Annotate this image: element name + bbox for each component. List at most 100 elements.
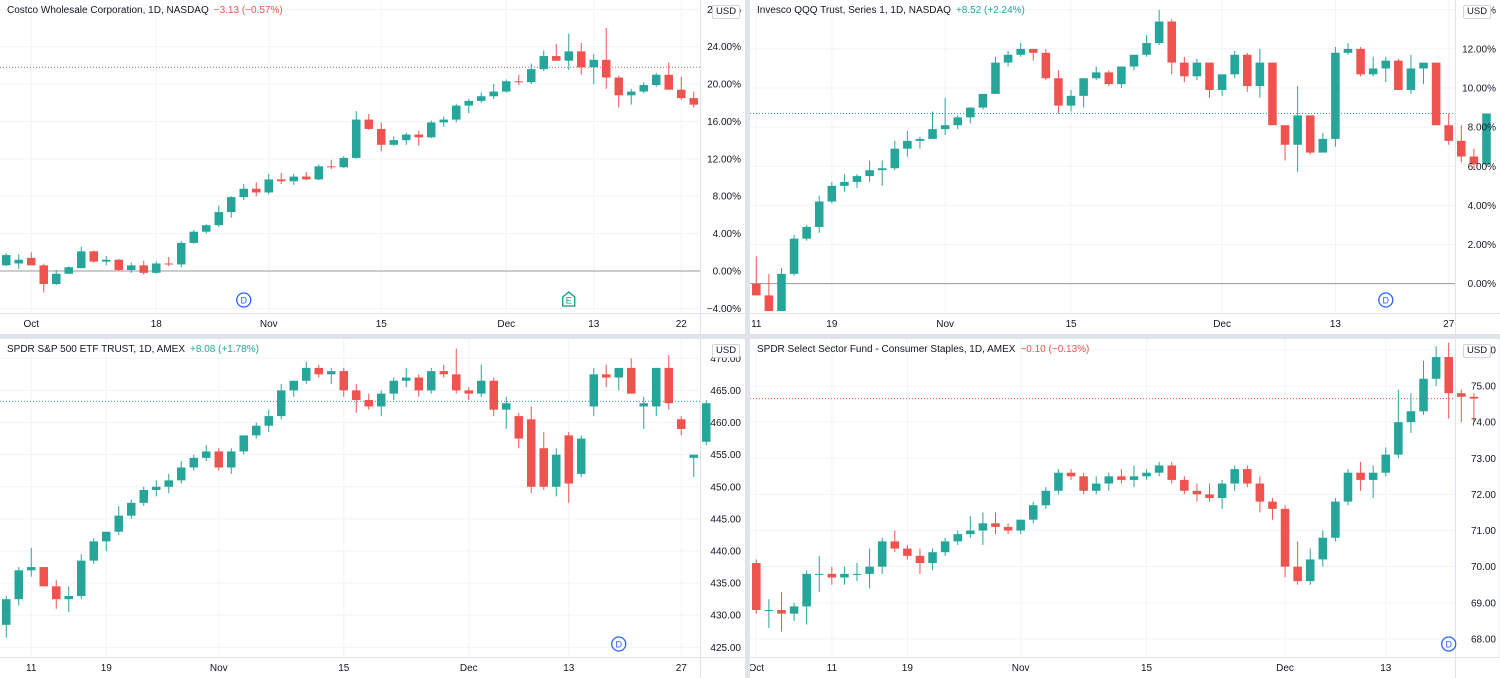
candle-body xyxy=(1192,62,1202,77)
candle-body xyxy=(814,573,824,575)
candle xyxy=(1356,461,1365,491)
candle xyxy=(1318,530,1328,567)
candle-body xyxy=(802,573,811,607)
candle-body xyxy=(1381,454,1391,473)
candle xyxy=(89,250,98,263)
event-label: D xyxy=(241,296,248,306)
candle-body xyxy=(991,523,1000,527)
currency-badge[interactable]: USD xyxy=(712,344,741,358)
candle-body xyxy=(1079,476,1088,491)
candle-body xyxy=(1091,72,1101,79)
candle xyxy=(752,559,761,614)
candle-body xyxy=(1331,52,1340,139)
candle xyxy=(139,260,148,275)
candle xyxy=(777,268,786,312)
candle xyxy=(1217,74,1227,96)
candlestick-chart[interactable]: 0.00%2.00%4.00%6.00%8.00%10.00%12.00%14.… xyxy=(750,0,1500,334)
candle-body xyxy=(127,265,136,271)
currency-badge[interactable]: USD xyxy=(1463,344,1492,358)
candle-body xyxy=(903,140,912,149)
y-tick-label: 71.00 xyxy=(1471,526,1496,537)
candle xyxy=(789,602,799,621)
candle xyxy=(302,171,311,181)
candle xyxy=(164,256,173,267)
candle-body xyxy=(214,451,223,468)
candle xyxy=(352,383,361,413)
candle-body xyxy=(1394,60,1403,90)
candle-body xyxy=(514,81,523,83)
y-tick-label: 6.00% xyxy=(1468,162,1496,173)
candle xyxy=(1016,519,1025,535)
x-tick-label: Nov xyxy=(1012,663,1030,674)
candle-body xyxy=(489,91,498,97)
candle xyxy=(852,563,862,582)
chart-pane-qqq[interactable]: Invesco QQQ Trust, Series 1, 1D, NASDAQ +… xyxy=(750,0,1500,334)
dividend-shape xyxy=(611,636,627,652)
candlestick-chart[interactable]: −4.00% 0.00% 4.00% 8.00% 12.00% 16.00% 20.00% 2… xyxy=(0,0,745,334)
candle-body xyxy=(389,380,398,394)
candle-body xyxy=(252,425,261,436)
chart-pane-xlp[interactable]: SPDR Select Sector Fund - Consumer Stapl… xyxy=(750,339,1500,678)
candle-body xyxy=(1154,465,1164,473)
candle xyxy=(102,531,111,551)
candle-body xyxy=(27,567,36,571)
candle-body xyxy=(1280,125,1290,145)
candle-body xyxy=(1028,48,1038,53)
candle xyxy=(77,246,86,269)
candle xyxy=(477,92,486,103)
chart-pane-spy[interactable]: SPDR S&P 500 ETF TRUST, 1D, AMEX +8.08 (+… xyxy=(0,339,745,678)
candle-body xyxy=(239,435,248,452)
candle-body xyxy=(1356,472,1365,480)
candle xyxy=(1331,46,1340,147)
candle xyxy=(1129,465,1139,488)
candle-body xyxy=(252,188,261,193)
candle xyxy=(489,377,498,417)
candle-body xyxy=(89,541,98,561)
candlestick-chart[interactable]: 68.00 69.00 70.00 71.00 72.00 73.00 74.00 75.00… xyxy=(750,339,1500,678)
candle xyxy=(552,448,561,497)
candle-body xyxy=(227,451,236,468)
candle xyxy=(1117,66,1126,89)
candle xyxy=(1154,9,1164,45)
candle-body xyxy=(840,181,849,186)
candle xyxy=(164,473,173,494)
candle-body xyxy=(1129,54,1139,67)
dividend-shape xyxy=(1441,636,1457,652)
candle xyxy=(64,266,73,274)
candle xyxy=(1003,50,1013,67)
candle xyxy=(377,390,386,417)
candle-body xyxy=(1343,48,1353,53)
candle-body xyxy=(1104,476,1114,484)
chart-pane-costco[interactable]: Costco Wholesale Corporation, 1D, NASDAQ… xyxy=(0,0,745,334)
candle xyxy=(1381,447,1391,477)
dividend-shape xyxy=(236,292,252,308)
candle xyxy=(1293,86,1302,173)
candlestick-chart[interactable]: 425.00 430.00 435.00 440.00 445.00 450.00 455.… xyxy=(0,339,745,678)
candle xyxy=(464,387,473,401)
candle xyxy=(1268,498,1277,520)
candle-body xyxy=(1293,115,1302,145)
candle-body xyxy=(389,140,398,145)
candle xyxy=(477,364,486,397)
candle xyxy=(966,516,975,538)
currency-badge[interactable]: USD xyxy=(1463,5,1492,19)
x-tick-label: 15 xyxy=(1141,663,1153,674)
candle-body xyxy=(1054,472,1063,491)
candle-body xyxy=(239,188,248,198)
candle xyxy=(1255,476,1265,513)
candle-body xyxy=(915,555,925,564)
candle-body xyxy=(652,367,661,407)
candle-body xyxy=(1268,62,1277,126)
candle-body xyxy=(1054,78,1063,106)
candle xyxy=(402,132,411,145)
candle-body xyxy=(2,599,11,625)
candle-body xyxy=(953,117,963,126)
dividend-marker: D xyxy=(1441,636,1457,652)
candle-body xyxy=(1066,472,1076,477)
candle xyxy=(14,254,23,270)
y-tick-label: 435.00 xyxy=(710,579,741,590)
candle-body xyxy=(502,403,511,410)
candle xyxy=(152,261,161,274)
currency-badge[interactable]: USD xyxy=(712,5,741,19)
event-label: D xyxy=(1383,296,1390,306)
